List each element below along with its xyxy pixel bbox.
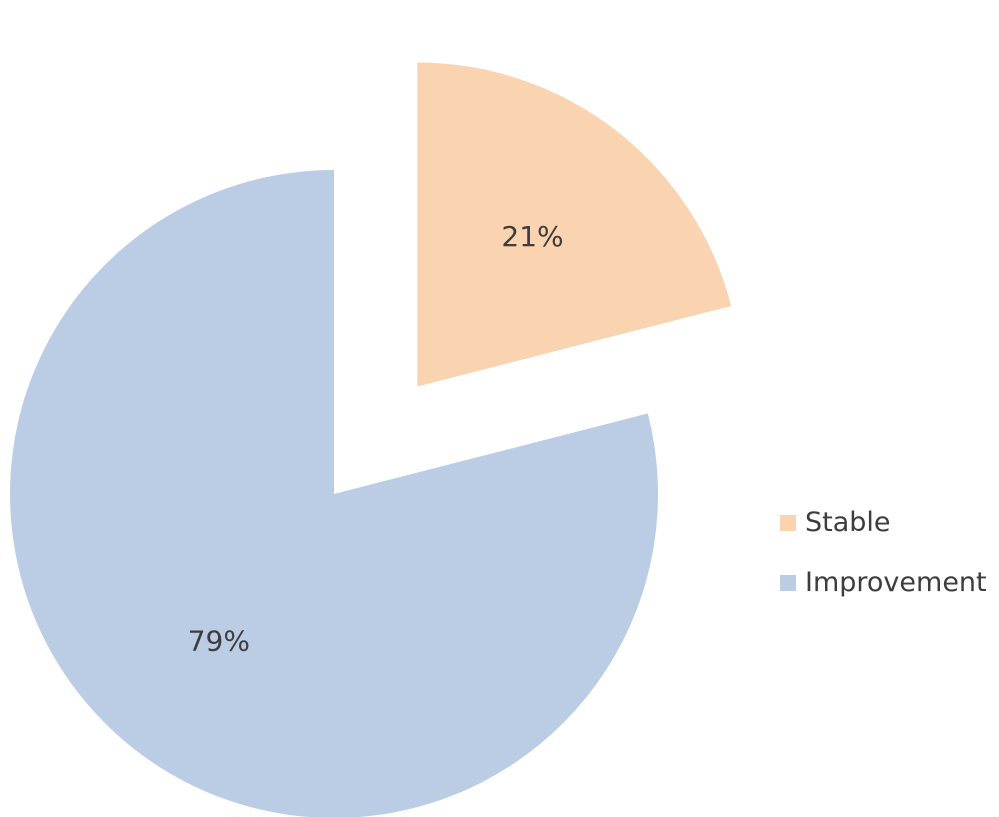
legend-swatch-stable <box>780 514 796 531</box>
legend-swatch-improvement <box>780 574 796 591</box>
pie-slice-stable <box>417 62 732 387</box>
legend-item-stable: Stable <box>780 507 987 538</box>
legend-label-stable: Stable <box>805 507 891 538</box>
pie-slices <box>10 62 732 817</box>
pie-data-labels: 21% 79% <box>188 220 564 657</box>
legend-item-improvement: Improvement <box>780 567 987 598</box>
legend-label-improvement: Improvement <box>805 567 987 598</box>
legend: Stable Improvement <box>780 507 987 627</box>
data-label-improvement: 79% <box>188 624 250 657</box>
data-label-stable: 21% <box>501 220 563 253</box>
pie-slice-improvement <box>10 170 658 817</box>
